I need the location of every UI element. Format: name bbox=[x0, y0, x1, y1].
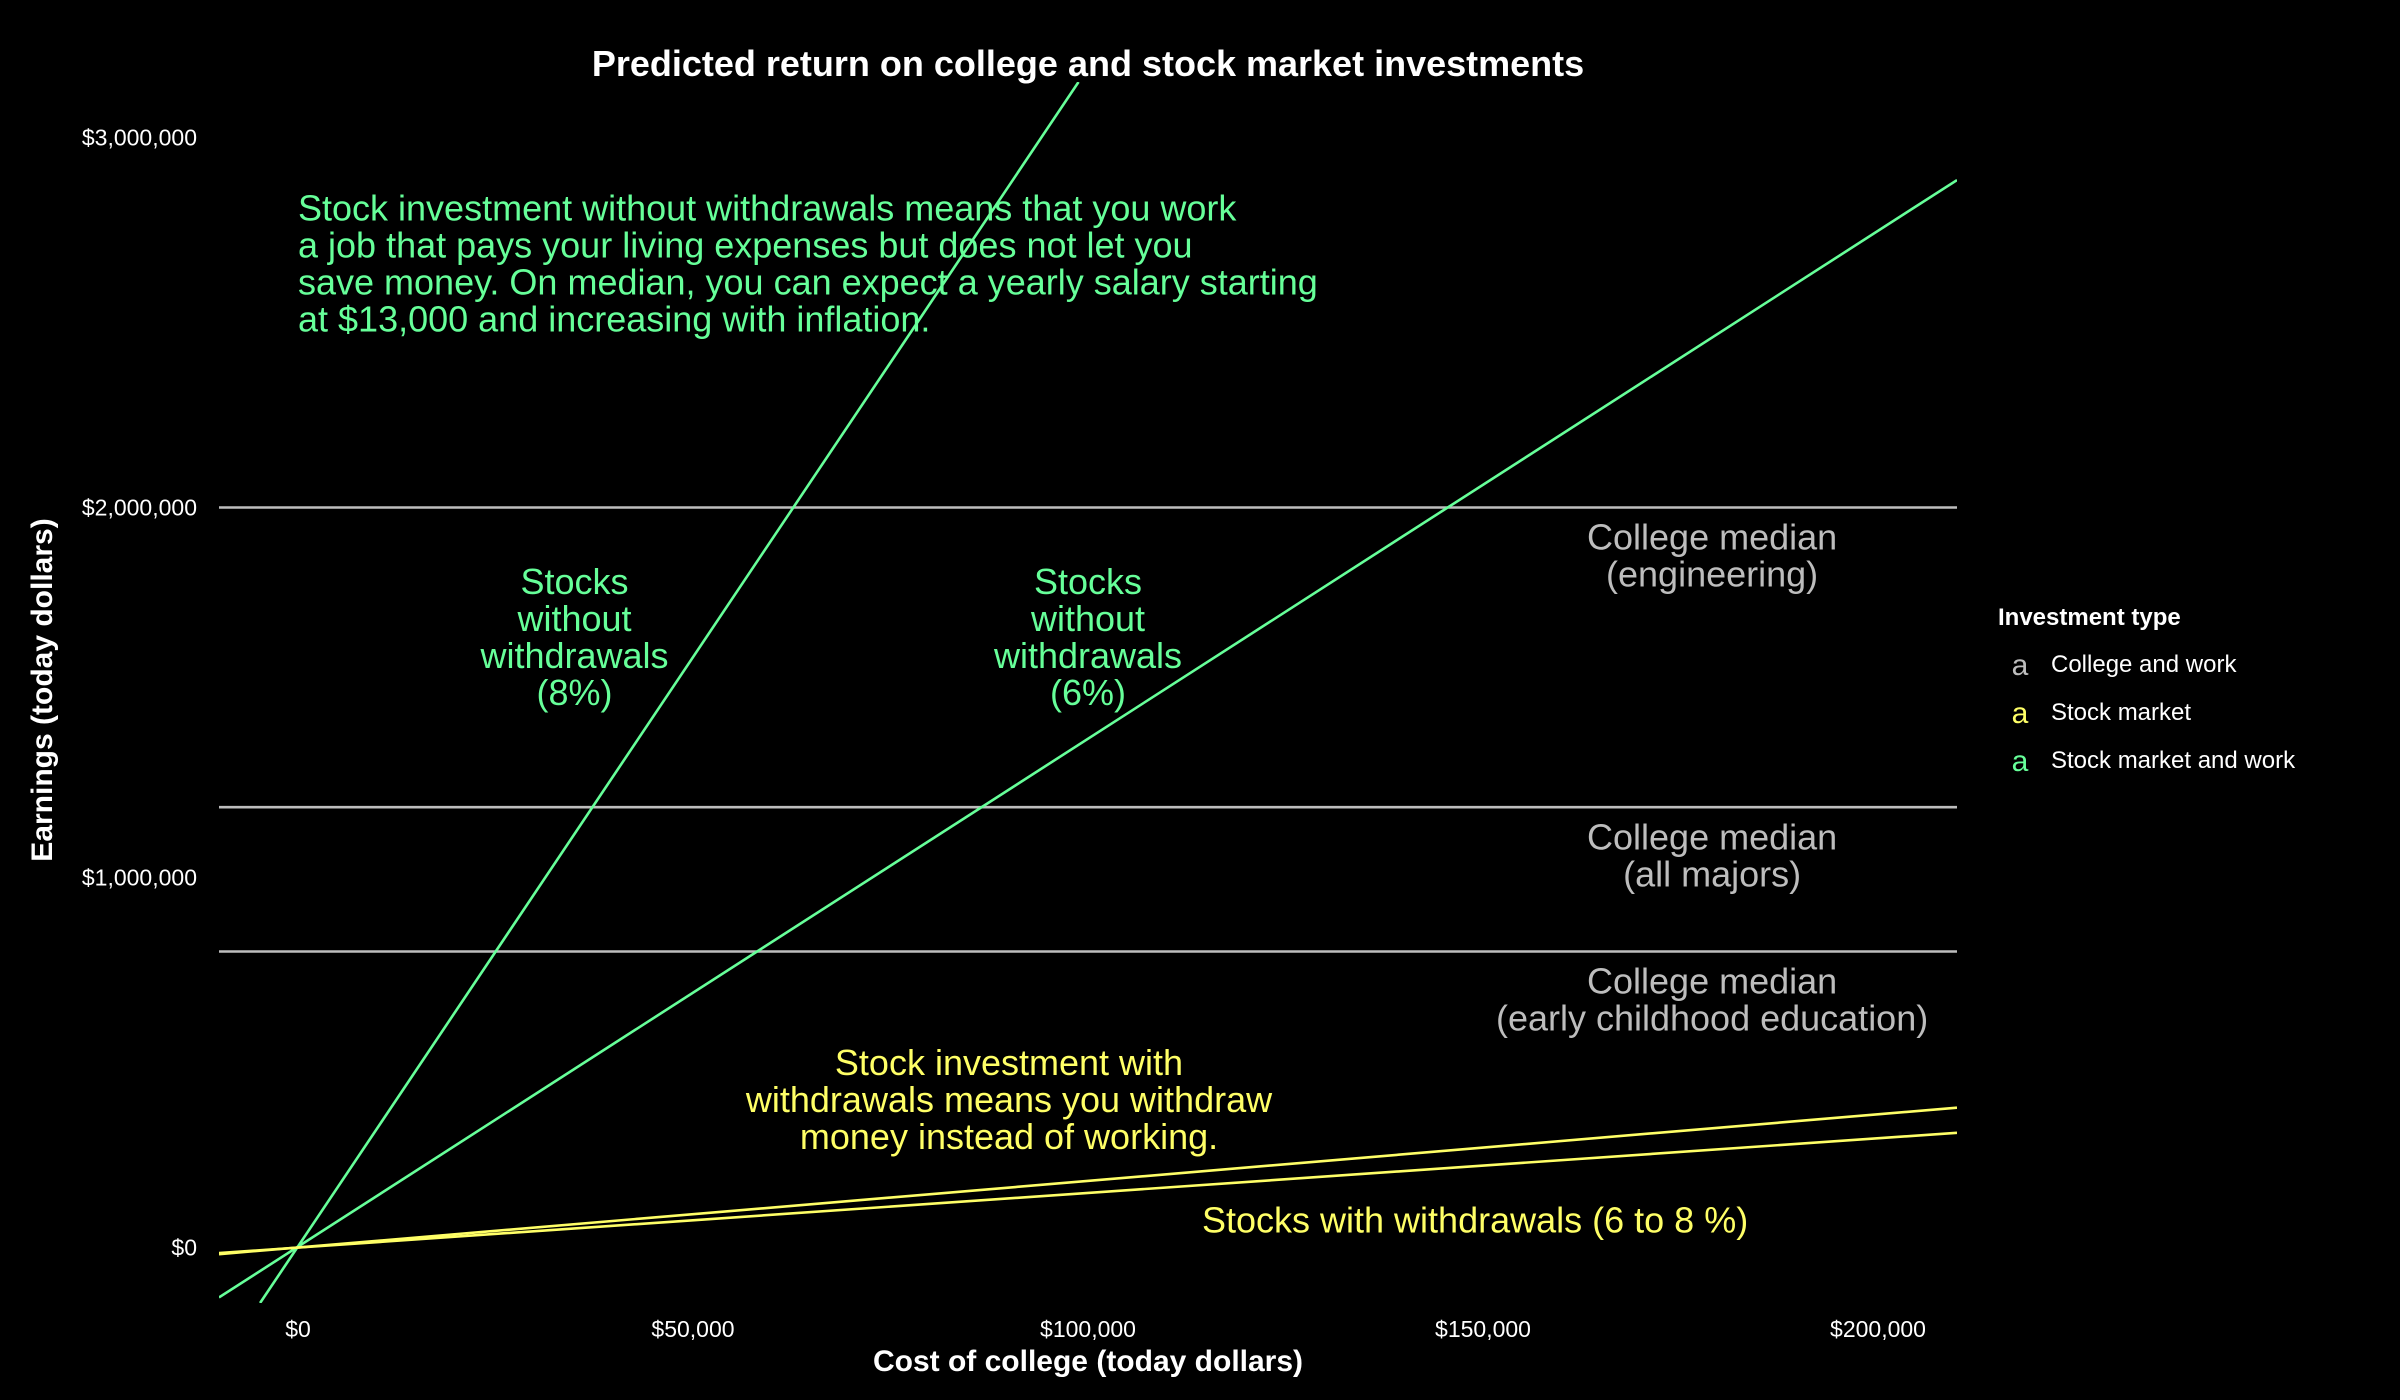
annotation-6: Stock investment with withdrawals means y… bbox=[745, 1042, 1273, 1157]
annotation-5-line-0: College median bbox=[1587, 961, 1837, 1002]
series-line-stock-market-and-work-4 bbox=[219, 178, 1957, 1299]
college-lines-group bbox=[219, 506, 1957, 953]
annotation-1-line-1: without bbox=[516, 598, 631, 639]
x-tick-label: $150,000 bbox=[1435, 1316, 1531, 1342]
annotation-1-line-2: withdrawals bbox=[479, 635, 668, 676]
annotation-7: Stocks with withdrawals (6 to 8 %) bbox=[1202, 1199, 1748, 1240]
annotations-group: Stock investment without withdrawals mea… bbox=[298, 187, 1928, 1240]
annotation-5: College median (early childhood education… bbox=[1496, 961, 1928, 1039]
legend-key-stock-market-and-work: a bbox=[2012, 745, 2029, 778]
legend-title: Investment type bbox=[1998, 604, 2181, 631]
annotation-1-line-3: (8%) bbox=[536, 672, 612, 713]
annotation-0: Stock investment without withdrawals mea… bbox=[298, 187, 1318, 339]
annotation-6-line-1: withdrawals means you withdraw bbox=[745, 1079, 1273, 1120]
annotation-3-line-1: (engineering) bbox=[1606, 554, 1818, 595]
x-tick-label: $0 bbox=[285, 1316, 311, 1342]
series-line-stock-market-5 bbox=[219, 1106, 1957, 1256]
annotation-0-line-0: Stock investment without withdrawals mea… bbox=[298, 187, 1237, 228]
annotation-0-line-2: save money. On median, you can expect a … bbox=[298, 261, 1318, 302]
y-tick-label: $0 bbox=[171, 1235, 197, 1261]
annotation-4-line-0: College median bbox=[1587, 816, 1837, 857]
annotation-4: College median (all majors) bbox=[1587, 816, 1837, 894]
annotation-2-line-1: without bbox=[1030, 598, 1145, 639]
y-tick-label: $1,000,000 bbox=[82, 865, 197, 891]
annotation-6-line-2: money instead of working. bbox=[800, 1116, 1218, 1157]
legend: Investment type a College and work a Stock … bbox=[1998, 604, 2296, 778]
annotation-2: Stocks without withdrawals (6%) bbox=[993, 561, 1182, 713]
annotation-1: Stocks without withdrawals (8%) bbox=[479, 561, 668, 713]
y-tick-label: $2,000,000 bbox=[82, 495, 197, 521]
series-line-stock-market-and-work-3 bbox=[259, 82, 1080, 1303]
annotation-5-line-1: (early childhood education) bbox=[1496, 998, 1928, 1039]
y-axis-title: Earnings (today dollars) bbox=[26, 518, 59, 861]
annotation-2-line-2: withdrawals bbox=[993, 635, 1182, 676]
x-tick-label: $100,000 bbox=[1040, 1316, 1136, 1342]
annotation-1-line-0: Stocks bbox=[520, 561, 628, 602]
x-tick-label: $50,000 bbox=[651, 1316, 734, 1342]
series-line-stock-market-6 bbox=[219, 1131, 1957, 1255]
annotation-3: College median (engineering) bbox=[1587, 517, 1837, 595]
x-axis: $0 $50,000 $100,000 $150,000 $200,000 bbox=[285, 1316, 1926, 1342]
annotation-0-line-3: at $13,000 and increasing with inflation… bbox=[298, 298, 930, 339]
legend-label-college-and-work: College and work bbox=[2051, 651, 2237, 678]
annotation-2-line-0: Stocks bbox=[1034, 561, 1142, 602]
annotation-3-line-0: College median bbox=[1587, 517, 1837, 558]
annotation-2-line-3: (6%) bbox=[1050, 672, 1126, 713]
y-tick-label: $3,000,000 bbox=[82, 125, 197, 151]
annotation-6-line-0: Stock investment with bbox=[835, 1042, 1183, 1083]
annotation-0-line-1: a job that pays your living expenses but… bbox=[298, 224, 1193, 265]
legend-label-stock-market-and-work: Stock market and work bbox=[2051, 747, 2296, 774]
stock-lines-group bbox=[219, 82, 1957, 1303]
y-axis: $0 $1,000,000 $2,000,000 $3,000,000 bbox=[82, 125, 197, 1261]
annotation-4-line-1: (all majors) bbox=[1623, 853, 1801, 894]
annotation-7-line-0: Stocks with withdrawals (6 to 8 %) bbox=[1202, 1199, 1748, 1240]
legend-key-stock-market: a bbox=[2012, 697, 2029, 730]
chart-title: Predicted return on college and stock ma… bbox=[592, 43, 1584, 84]
x-axis-title: Cost of college (today dollars) bbox=[873, 1345, 1303, 1378]
x-tick-label: $200,000 bbox=[1830, 1316, 1926, 1342]
legend-label-stock-market: Stock market bbox=[2051, 699, 2191, 726]
legend-key-college-and-work: a bbox=[2012, 649, 2029, 682]
